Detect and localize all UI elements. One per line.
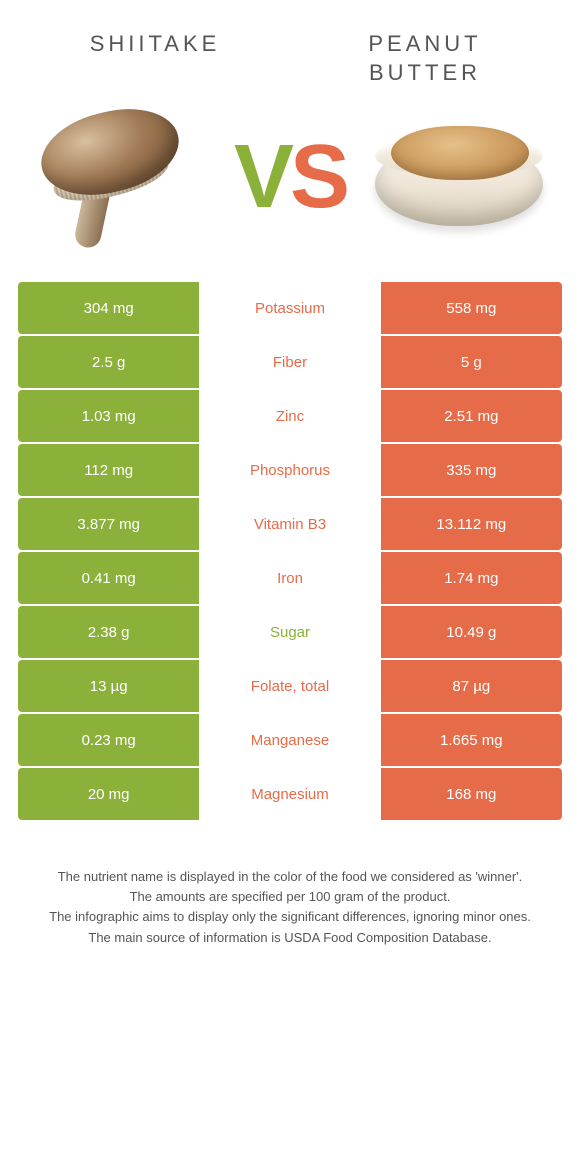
food-right-image <box>370 107 550 247</box>
cell-left-value: 2.5 g <box>18 336 199 388</box>
footer-line-1: The nutrient name is displayed in the co… <box>35 867 545 887</box>
cell-right-value: 168 mg <box>381 768 562 820</box>
cell-left-value: 13 µg <box>18 660 199 712</box>
cell-left-value: 0.23 mg <box>18 714 199 766</box>
shiitake-icon <box>40 112 200 242</box>
table-row: 3.877 mgVitamin B313.112 mg <box>18 498 562 550</box>
cell-left-value: 304 mg <box>18 282 199 334</box>
header: SHIITAKE PEANUT BUTTER <box>0 0 580 97</box>
table-row: 1.03 mgZinc2.51 mg <box>18 390 562 442</box>
food-left-image <box>30 107 210 247</box>
comparison-table: 304 mgPotassium558 mg2.5 gFiber5 g1.03 m… <box>0 282 580 820</box>
cell-right-value: 10.49 g <box>381 606 562 658</box>
table-row: 0.23 mgManganese1.665 mg <box>18 714 562 766</box>
footer-line-4: The main source of information is USDA F… <box>35 928 545 948</box>
footer-line-3: The infographic aims to display only the… <box>35 907 545 927</box>
cell-right-value: 1.665 mg <box>381 714 562 766</box>
table-row: 2.5 gFiber5 g <box>18 336 562 388</box>
vs-label: VS <box>234 126 346 229</box>
vs-s: S <box>290 127 346 227</box>
cell-left-value: 2.38 g <box>18 606 199 658</box>
cell-left-value: 3.877 mg <box>18 498 199 550</box>
table-row: 0.41 mgIron1.74 mg <box>18 552 562 604</box>
peanut-butter-icon <box>375 112 545 242</box>
cell-left-value: 20 mg <box>18 768 199 820</box>
cell-nutrient-label: Potassium <box>199 282 380 334</box>
cell-nutrient-label: Fiber <box>199 336 380 388</box>
table-row: 304 mgPotassium558 mg <box>18 282 562 334</box>
cell-left-value: 0.41 mg <box>18 552 199 604</box>
cell-nutrient-label: Manganese <box>199 714 380 766</box>
header-left: SHIITAKE <box>20 30 290 59</box>
hero-row: VS <box>0 97 580 282</box>
cell-nutrient-label: Folate, total <box>199 660 380 712</box>
header-right: PEANUT BUTTER <box>290 30 560 87</box>
cell-right-value: 335 mg <box>381 444 562 496</box>
table-row: 20 mgMagnesium168 mg <box>18 768 562 820</box>
table-row: 112 mgPhosphorus335 mg <box>18 444 562 496</box>
cell-right-value: 2.51 mg <box>381 390 562 442</box>
cell-nutrient-label: Sugar <box>199 606 380 658</box>
cell-right-value: 13.112 mg <box>381 498 562 550</box>
cell-right-value: 558 mg <box>381 282 562 334</box>
footer-notes: The nutrient name is displayed in the co… <box>0 822 580 948</box>
food-right-title: PEANUT BUTTER <box>290 30 560 87</box>
cell-nutrient-label: Zinc <box>199 390 380 442</box>
cell-right-value: 87 µg <box>381 660 562 712</box>
vs-v: V <box>234 127 290 227</box>
table-row: 13 µgFolate, total87 µg <box>18 660 562 712</box>
footer-line-2: The amounts are specified per 100 gram o… <box>35 887 545 907</box>
cell-right-value: 5 g <box>381 336 562 388</box>
cell-nutrient-label: Magnesium <box>199 768 380 820</box>
cell-right-value: 1.74 mg <box>381 552 562 604</box>
cell-nutrient-label: Iron <box>199 552 380 604</box>
cell-left-value: 112 mg <box>18 444 199 496</box>
cell-left-value: 1.03 mg <box>18 390 199 442</box>
cell-nutrient-label: Vitamin B3 <box>199 498 380 550</box>
table-row: 2.38 gSugar10.49 g <box>18 606 562 658</box>
cell-nutrient-label: Phosphorus <box>199 444 380 496</box>
food-left-title: SHIITAKE <box>20 30 290 59</box>
